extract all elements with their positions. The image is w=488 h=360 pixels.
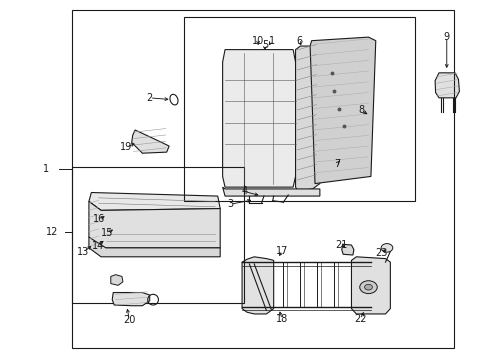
Text: 2: 2 [146, 93, 152, 103]
Polygon shape [89, 202, 220, 248]
Text: 17: 17 [276, 246, 288, 256]
Text: 5: 5 [261, 40, 267, 50]
Bar [183, 18, 414, 202]
Text: 21: 21 [335, 240, 347, 250]
Bar [72, 10, 453, 348]
Polygon shape [131, 130, 169, 153]
Text: 19: 19 [120, 142, 132, 152]
Text: 10: 10 [251, 36, 264, 46]
Text: 3: 3 [226, 199, 232, 209]
Circle shape [380, 244, 392, 252]
Circle shape [364, 284, 372, 290]
Text: 1: 1 [268, 36, 274, 46]
Polygon shape [295, 46, 319, 191]
Text: 23: 23 [375, 248, 387, 258]
Text: 18: 18 [276, 314, 288, 324]
Text: 22: 22 [353, 314, 366, 324]
Text: 12: 12 [46, 227, 59, 237]
Polygon shape [341, 244, 353, 255]
Text: 14: 14 [91, 241, 103, 251]
Text: 9: 9 [443, 32, 449, 42]
Polygon shape [112, 293, 149, 306]
Text: 7: 7 [333, 159, 339, 169]
Polygon shape [111, 275, 122, 285]
Polygon shape [89, 193, 220, 210]
Text: 6: 6 [295, 36, 302, 46]
Polygon shape [434, 73, 458, 98]
Text: 13: 13 [77, 247, 89, 257]
Polygon shape [89, 237, 220, 257]
Text: 8: 8 [357, 105, 364, 115]
Polygon shape [222, 50, 295, 187]
Text: 4: 4 [241, 186, 247, 197]
Text: 1: 1 [43, 164, 49, 174]
Circle shape [359, 281, 376, 294]
Text: 15: 15 [101, 228, 113, 238]
Text: 16: 16 [92, 214, 104, 224]
Polygon shape [351, 257, 389, 314]
Polygon shape [309, 37, 375, 184]
Bar [72, 167, 244, 303]
Text: 20: 20 [123, 315, 135, 325]
Polygon shape [222, 187, 319, 196]
Polygon shape [242, 257, 273, 314]
